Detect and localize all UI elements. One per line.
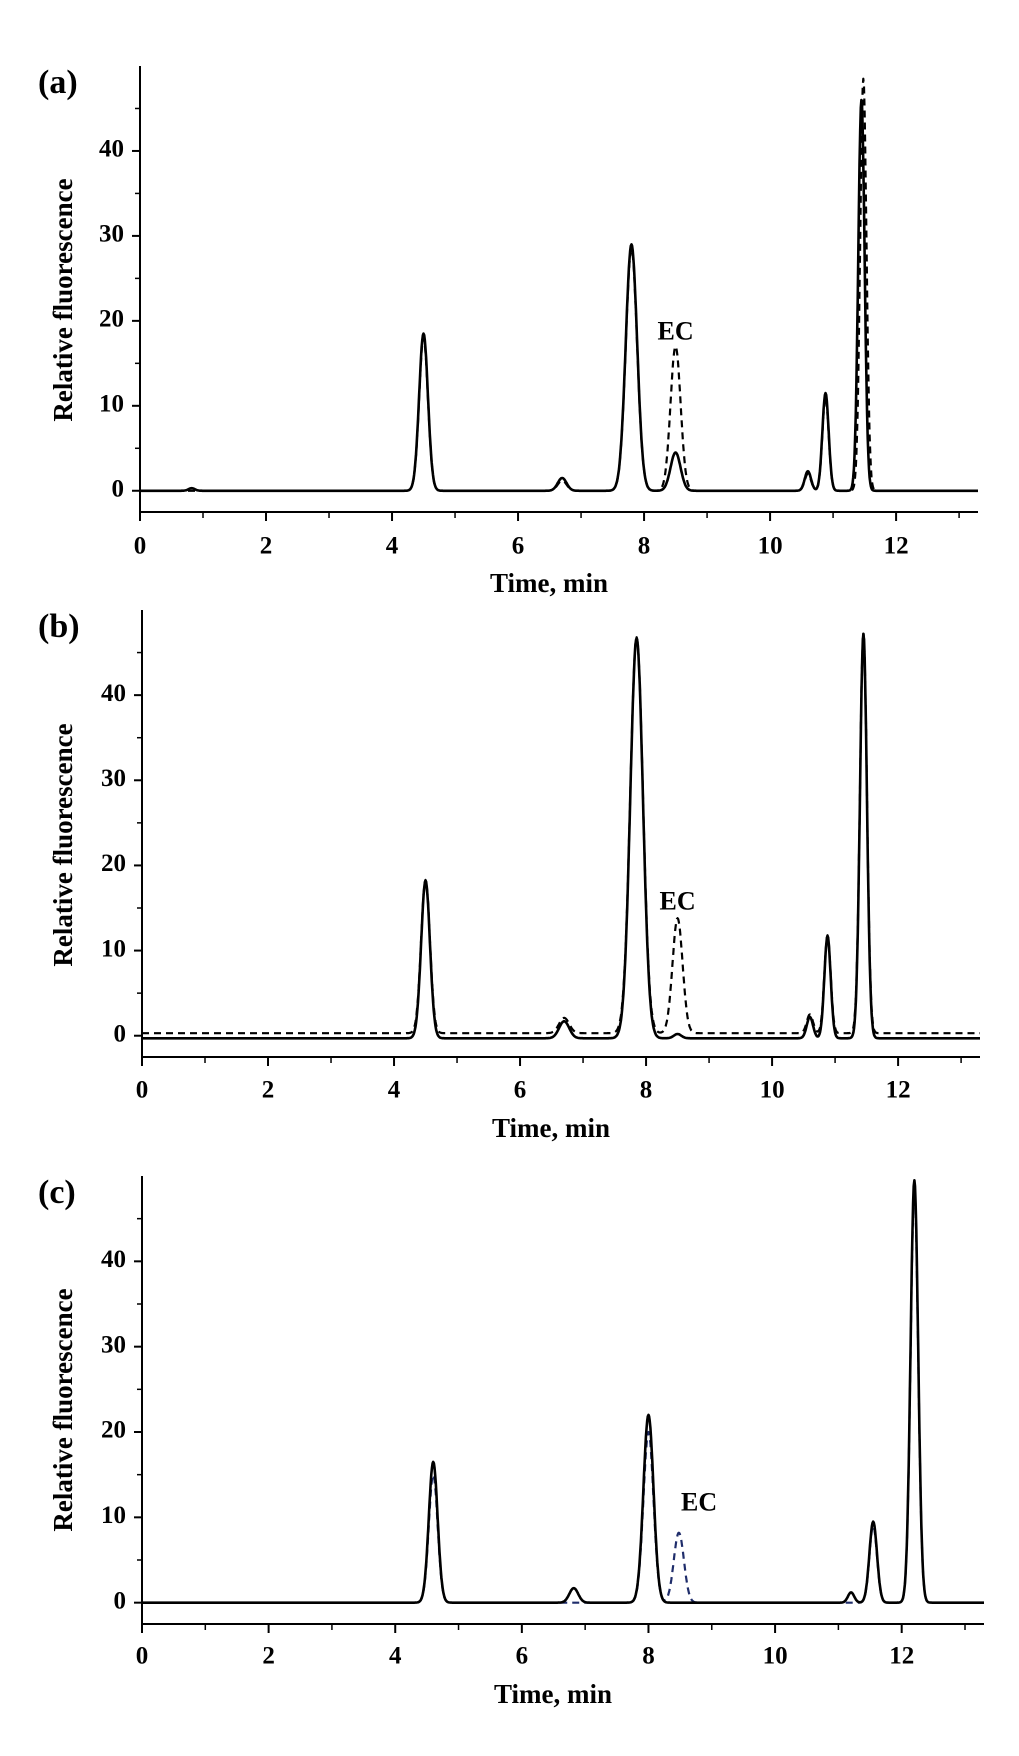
y-axis-label: Relative fluorescence — [48, 178, 78, 421]
x-tick-label: 8 — [638, 533, 651, 560]
x-tick-label: 0 — [136, 1077, 149, 1104]
x-tick-label: 0 — [134, 533, 147, 560]
x-tick-label: 2 — [262, 1077, 275, 1104]
y-tick-label: 40 — [101, 680, 126, 707]
annotation-ec: EC — [660, 887, 696, 916]
series-solid-trace — [141, 1179, 985, 1604]
x-axis-label: Time, min — [490, 568, 608, 598]
panel-a: (a) 0 10 20 30 40 0 2 4 6 8 10 12 Time, min Relative f… — [38, 64, 979, 598]
x-tick-label: 12 — [889, 1643, 914, 1670]
x-tick-label: 10 — [763, 1643, 788, 1670]
x-tick-label: 4 — [389, 1643, 402, 1670]
x-tick-label: 2 — [260, 533, 273, 560]
x-tick-label: 4 — [388, 1077, 401, 1104]
x-axis-label: Time, min — [494, 1679, 612, 1709]
y-tick-label: 0 — [114, 1020, 127, 1047]
x-tick-label: 6 — [512, 533, 525, 560]
x-tick-label: 6 — [514, 1077, 527, 1104]
panel-label: (a) — [38, 64, 78, 101]
x-tick-label: 8 — [642, 1643, 655, 1670]
series-dashed-trace — [141, 1187, 985, 1604]
series-solid-trace — [141, 632, 981, 1040]
y-tick-label: 10 — [101, 935, 126, 962]
y-tick-label: 20 — [101, 1417, 126, 1444]
y-tick-label: 10 — [99, 391, 124, 418]
y-tick-label: 40 — [101, 1246, 126, 1273]
panel-c: (c) 0 10 20 30 40 0 2 4 6 8 10 12 Time, min Relative f… — [38, 1174, 985, 1709]
y-tick-label: 30 — [101, 1331, 126, 1358]
y-tick-label: 0 — [114, 1587, 127, 1614]
x-tick-label: 8 — [640, 1077, 653, 1104]
x-tick-label: 10 — [758, 533, 783, 560]
panel-label: (c) — [38, 1174, 76, 1211]
y-tick-label: 20 — [101, 850, 126, 877]
x-tick-label: 10 — [760, 1077, 785, 1104]
y-axis-label: Relative fluorescence — [48, 723, 78, 966]
x-tick-label: 4 — [386, 533, 399, 560]
panel-label: (b) — [38, 608, 80, 645]
x-tick-label: 0 — [136, 1643, 149, 1670]
y-tick-label: 30 — [99, 221, 124, 248]
x-tick-label: 2 — [262, 1643, 275, 1670]
series-dashed-trace — [141, 631, 981, 1035]
y-tick-label: 40 — [99, 136, 124, 163]
panel-b: (b) 0 10 20 30 40 0 2 4 6 8 10 12 Time, min Relative f… — [38, 608, 981, 1143]
x-tick-label: 12 — [886, 1077, 911, 1104]
series-solid-trace — [139, 98, 979, 493]
y-tick-label: 10 — [101, 1502, 126, 1529]
x-tick-label: 6 — [516, 1643, 529, 1670]
y-tick-label: 30 — [101, 765, 126, 792]
annotation-ec: EC — [681, 1488, 717, 1517]
y-tick-label: 0 — [112, 475, 125, 502]
series-dashed-trace — [139, 77, 979, 492]
x-axis-label: Time, min — [492, 1113, 610, 1143]
y-tick-label: 20 — [99, 306, 124, 333]
y-axis-label: Relative fluorescence — [48, 1288, 78, 1531]
annotation-ec: EC — [658, 317, 694, 346]
x-tick-label: 12 — [884, 533, 909, 560]
